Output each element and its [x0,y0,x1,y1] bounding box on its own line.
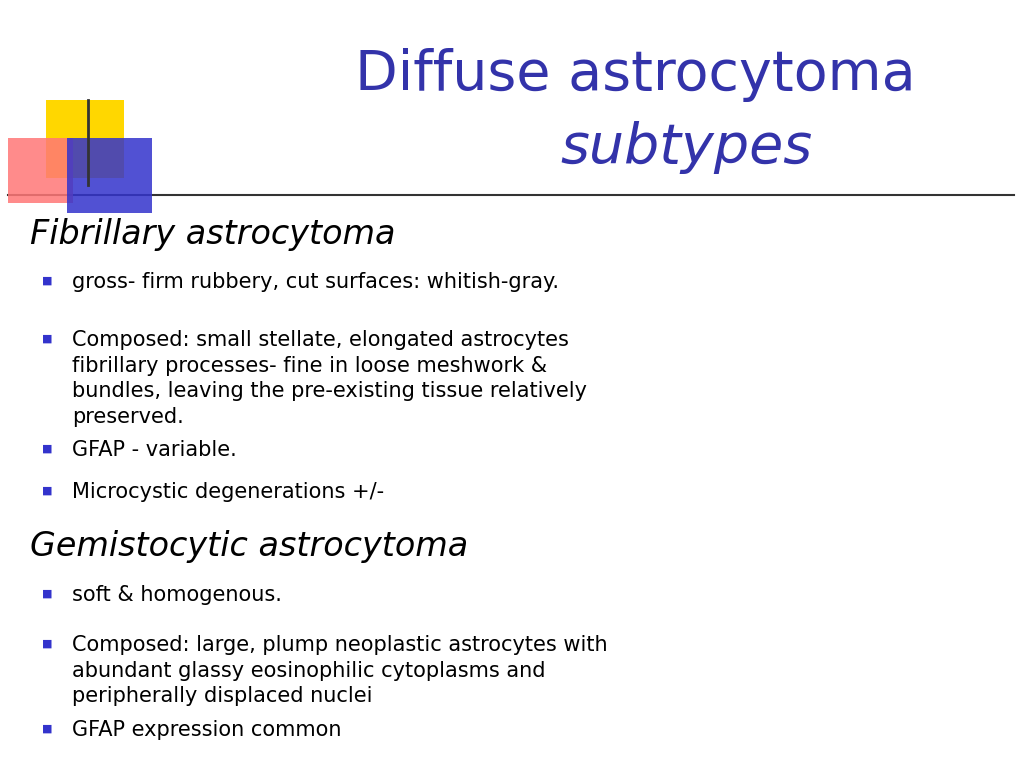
Text: Composed: small stellate, elongated astrocytes
fibrillary processes- fine in loo: Composed: small stellate, elongated astr… [72,330,587,427]
Text: ■: ■ [42,724,52,734]
Bar [8,138,73,203]
Text: ■: ■ [42,334,52,344]
Bar [46,100,124,178]
Text: GFAP expression common: GFAP expression common [72,720,341,740]
Text: gross- firm rubbery, cut surfaces: whitish-gray.: gross- firm rubbery, cut surfaces: whiti… [72,272,559,292]
Text: ■: ■ [42,444,52,454]
Text: Microcystic degenerations +/-: Microcystic degenerations +/- [72,482,384,502]
Text: Diffuse astrocytoma: Diffuse astrocytoma [354,48,915,102]
Text: ■: ■ [42,276,52,286]
Text: ■: ■ [42,486,52,496]
Bar [67,138,152,213]
Text: Fibrillary astrocytoma: Fibrillary astrocytoma [30,218,395,251]
Text: ■: ■ [42,639,52,649]
Text: GFAP - variable.: GFAP - variable. [72,440,237,460]
Text: Gemistocytic astrocytoma: Gemistocytic astrocytoma [30,530,468,563]
Text: Composed: large, plump neoplastic astrocytes with
abundant glassy eosinophilic c: Composed: large, plump neoplastic astroc… [72,635,607,707]
Text: soft & homogenous.: soft & homogenous. [72,585,282,605]
Text: subtypes: subtypes [560,121,812,174]
Text: ■: ■ [42,589,52,599]
